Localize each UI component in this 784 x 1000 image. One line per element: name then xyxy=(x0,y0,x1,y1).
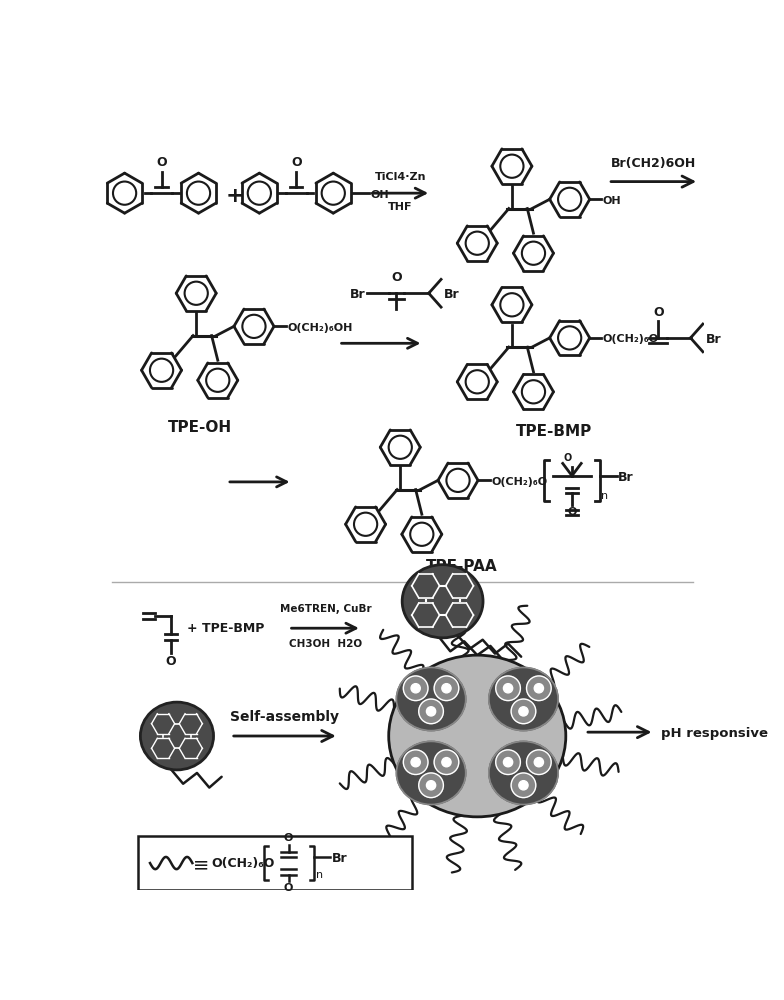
Circle shape xyxy=(426,781,436,790)
Text: TPE-PAA: TPE-PAA xyxy=(426,559,498,574)
Text: Br: Br xyxy=(618,471,633,484)
Text: O: O xyxy=(291,156,302,169)
Text: O: O xyxy=(568,507,577,517)
Circle shape xyxy=(503,758,513,767)
Text: CH3OH  H2O: CH3OH H2O xyxy=(289,639,362,649)
Circle shape xyxy=(434,750,459,775)
Circle shape xyxy=(534,684,543,693)
Text: Br: Br xyxy=(350,288,365,301)
Text: THF: THF xyxy=(388,202,412,212)
Text: + TPE-BMP: + TPE-BMP xyxy=(187,622,264,635)
Circle shape xyxy=(419,699,444,724)
Bar xyxy=(139,836,412,890)
Text: O(CH₂)₆OH: O(CH₂)₆OH xyxy=(287,323,353,333)
Text: n: n xyxy=(316,870,324,880)
Text: TiCl4·Zn: TiCl4·Zn xyxy=(375,172,426,182)
Text: Br(CH2)6OH: Br(CH2)6OH xyxy=(611,157,696,170)
Ellipse shape xyxy=(140,702,213,770)
Text: OH: OH xyxy=(603,196,622,206)
Text: O: O xyxy=(391,271,401,284)
Circle shape xyxy=(527,750,551,775)
Circle shape xyxy=(534,758,543,767)
Circle shape xyxy=(503,684,513,693)
Text: +: + xyxy=(225,186,244,206)
Circle shape xyxy=(511,699,535,724)
Text: n: n xyxy=(601,491,608,501)
Text: O: O xyxy=(156,156,167,169)
Circle shape xyxy=(519,781,528,790)
Text: O(CH₂)₆O: O(CH₂)₆O xyxy=(491,477,547,487)
Text: Br: Br xyxy=(706,333,721,346)
Text: Self-assembly: Self-assembly xyxy=(230,710,339,724)
Circle shape xyxy=(442,684,451,693)
Text: OH: OH xyxy=(370,190,389,200)
Circle shape xyxy=(411,684,420,693)
Circle shape xyxy=(519,707,528,716)
Text: ≡: ≡ xyxy=(194,855,210,874)
Circle shape xyxy=(527,676,551,701)
Circle shape xyxy=(403,676,428,701)
Circle shape xyxy=(442,758,451,767)
Text: O: O xyxy=(284,883,293,893)
Text: Br: Br xyxy=(332,852,347,865)
Text: O: O xyxy=(564,453,572,463)
Circle shape xyxy=(511,773,535,798)
Circle shape xyxy=(426,707,436,716)
Text: O(CH₂)₆O: O(CH₂)₆O xyxy=(603,334,659,344)
Ellipse shape xyxy=(397,741,466,805)
Circle shape xyxy=(419,773,444,798)
Text: O: O xyxy=(165,655,176,668)
Text: O: O xyxy=(653,306,663,319)
Ellipse shape xyxy=(389,655,566,817)
Ellipse shape xyxy=(402,565,483,638)
Circle shape xyxy=(495,676,521,701)
Ellipse shape xyxy=(397,667,466,731)
Circle shape xyxy=(434,676,459,701)
Text: O: O xyxy=(284,833,293,843)
Circle shape xyxy=(411,758,420,767)
Text: pH responsive: pH responsive xyxy=(660,727,768,740)
Circle shape xyxy=(403,750,428,775)
Text: Br: Br xyxy=(445,288,459,301)
Text: TPE-BMP: TPE-BMP xyxy=(516,424,593,439)
Text: Me6TREN, CuBr: Me6TREN, CuBr xyxy=(280,604,372,614)
Circle shape xyxy=(495,750,521,775)
Ellipse shape xyxy=(488,667,558,731)
Text: O(CH₂)₆O: O(CH₂)₆O xyxy=(212,857,275,870)
Ellipse shape xyxy=(488,741,558,805)
Text: TPE-OH: TPE-OH xyxy=(168,420,232,435)
